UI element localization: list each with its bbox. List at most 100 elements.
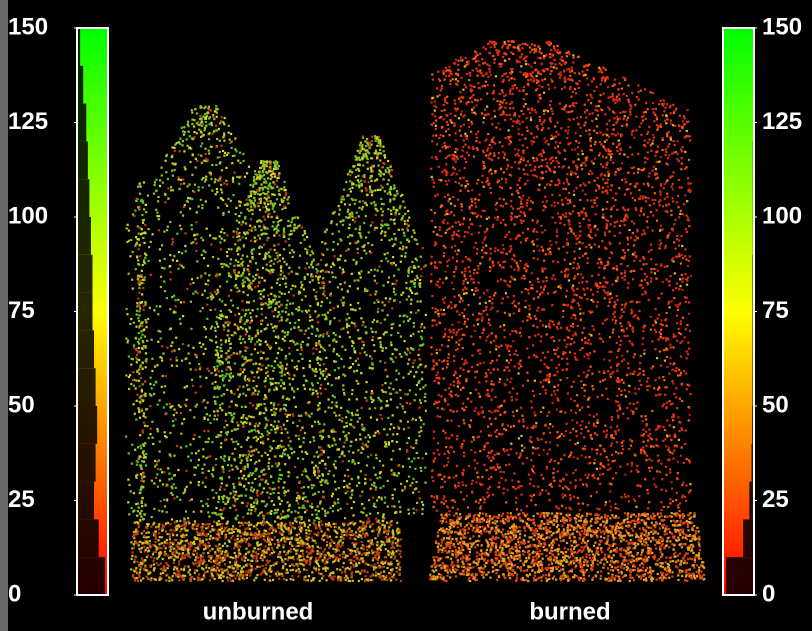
point bbox=[365, 155, 367, 157]
point bbox=[245, 553, 247, 555]
point bbox=[325, 357, 327, 359]
point bbox=[343, 271, 345, 273]
point bbox=[249, 451, 251, 453]
point bbox=[142, 399, 144, 401]
point bbox=[410, 335, 412, 337]
point bbox=[202, 186, 204, 188]
point bbox=[262, 442, 264, 444]
point bbox=[305, 330, 307, 332]
point bbox=[250, 209, 252, 211]
point bbox=[257, 514, 259, 516]
point bbox=[333, 412, 335, 414]
point bbox=[241, 477, 243, 479]
point bbox=[281, 369, 283, 371]
point bbox=[385, 169, 387, 171]
point bbox=[200, 532, 202, 534]
point bbox=[406, 348, 408, 350]
point bbox=[344, 475, 346, 477]
point bbox=[282, 510, 284, 512]
point bbox=[260, 351, 262, 353]
point bbox=[232, 535, 234, 537]
point bbox=[356, 370, 358, 372]
point bbox=[270, 293, 272, 295]
point bbox=[144, 276, 146, 278]
point bbox=[398, 213, 400, 215]
point bbox=[166, 436, 168, 438]
point bbox=[182, 343, 184, 345]
point bbox=[282, 338, 284, 340]
point bbox=[396, 475, 398, 477]
point bbox=[351, 187, 353, 189]
point bbox=[204, 571, 206, 573]
point bbox=[215, 237, 217, 239]
point bbox=[229, 577, 231, 579]
point bbox=[358, 170, 360, 172]
point bbox=[402, 377, 404, 379]
point bbox=[211, 441, 213, 443]
point bbox=[254, 205, 256, 207]
point bbox=[160, 337, 162, 339]
point bbox=[392, 497, 394, 499]
point bbox=[318, 518, 320, 520]
point bbox=[142, 577, 144, 579]
point bbox=[138, 314, 140, 316]
point bbox=[210, 422, 212, 424]
point bbox=[407, 275, 409, 277]
point bbox=[202, 343, 204, 345]
point bbox=[246, 347, 248, 349]
point bbox=[253, 179, 255, 181]
point bbox=[311, 425, 313, 427]
point bbox=[403, 235, 405, 237]
point bbox=[268, 184, 270, 186]
point bbox=[242, 338, 244, 340]
point bbox=[379, 337, 381, 339]
point bbox=[184, 491, 186, 493]
point bbox=[270, 424, 272, 426]
point bbox=[180, 179, 182, 181]
point bbox=[153, 508, 155, 510]
point bbox=[165, 171, 167, 173]
point bbox=[189, 500, 191, 502]
point bbox=[127, 224, 129, 226]
point bbox=[264, 280, 266, 282]
point bbox=[332, 350, 334, 352]
point bbox=[144, 335, 146, 337]
point bbox=[149, 393, 151, 395]
point bbox=[287, 471, 289, 473]
point bbox=[237, 544, 239, 546]
point bbox=[298, 415, 300, 417]
point bbox=[349, 336, 351, 338]
point bbox=[333, 241, 335, 243]
point bbox=[235, 518, 237, 520]
point bbox=[258, 276, 260, 278]
point bbox=[232, 421, 234, 423]
point bbox=[201, 294, 203, 296]
point bbox=[374, 189, 376, 191]
point bbox=[285, 286, 287, 288]
point bbox=[153, 384, 155, 386]
point bbox=[128, 452, 130, 454]
point bbox=[242, 291, 244, 293]
point bbox=[340, 529, 342, 531]
point bbox=[291, 511, 293, 513]
point bbox=[209, 116, 211, 118]
point bbox=[174, 474, 176, 476]
point bbox=[277, 364, 279, 366]
point bbox=[349, 216, 351, 218]
point bbox=[317, 356, 319, 358]
point bbox=[162, 375, 164, 377]
point bbox=[323, 423, 325, 425]
point bbox=[280, 267, 282, 269]
point bbox=[406, 299, 408, 301]
point bbox=[243, 285, 245, 287]
point bbox=[209, 455, 211, 457]
point bbox=[191, 174, 193, 176]
point bbox=[238, 549, 240, 551]
point bbox=[250, 202, 252, 204]
point bbox=[160, 276, 162, 278]
point bbox=[395, 370, 397, 372]
point bbox=[324, 378, 326, 380]
point bbox=[360, 372, 362, 374]
point bbox=[261, 471, 263, 473]
point bbox=[340, 508, 342, 510]
